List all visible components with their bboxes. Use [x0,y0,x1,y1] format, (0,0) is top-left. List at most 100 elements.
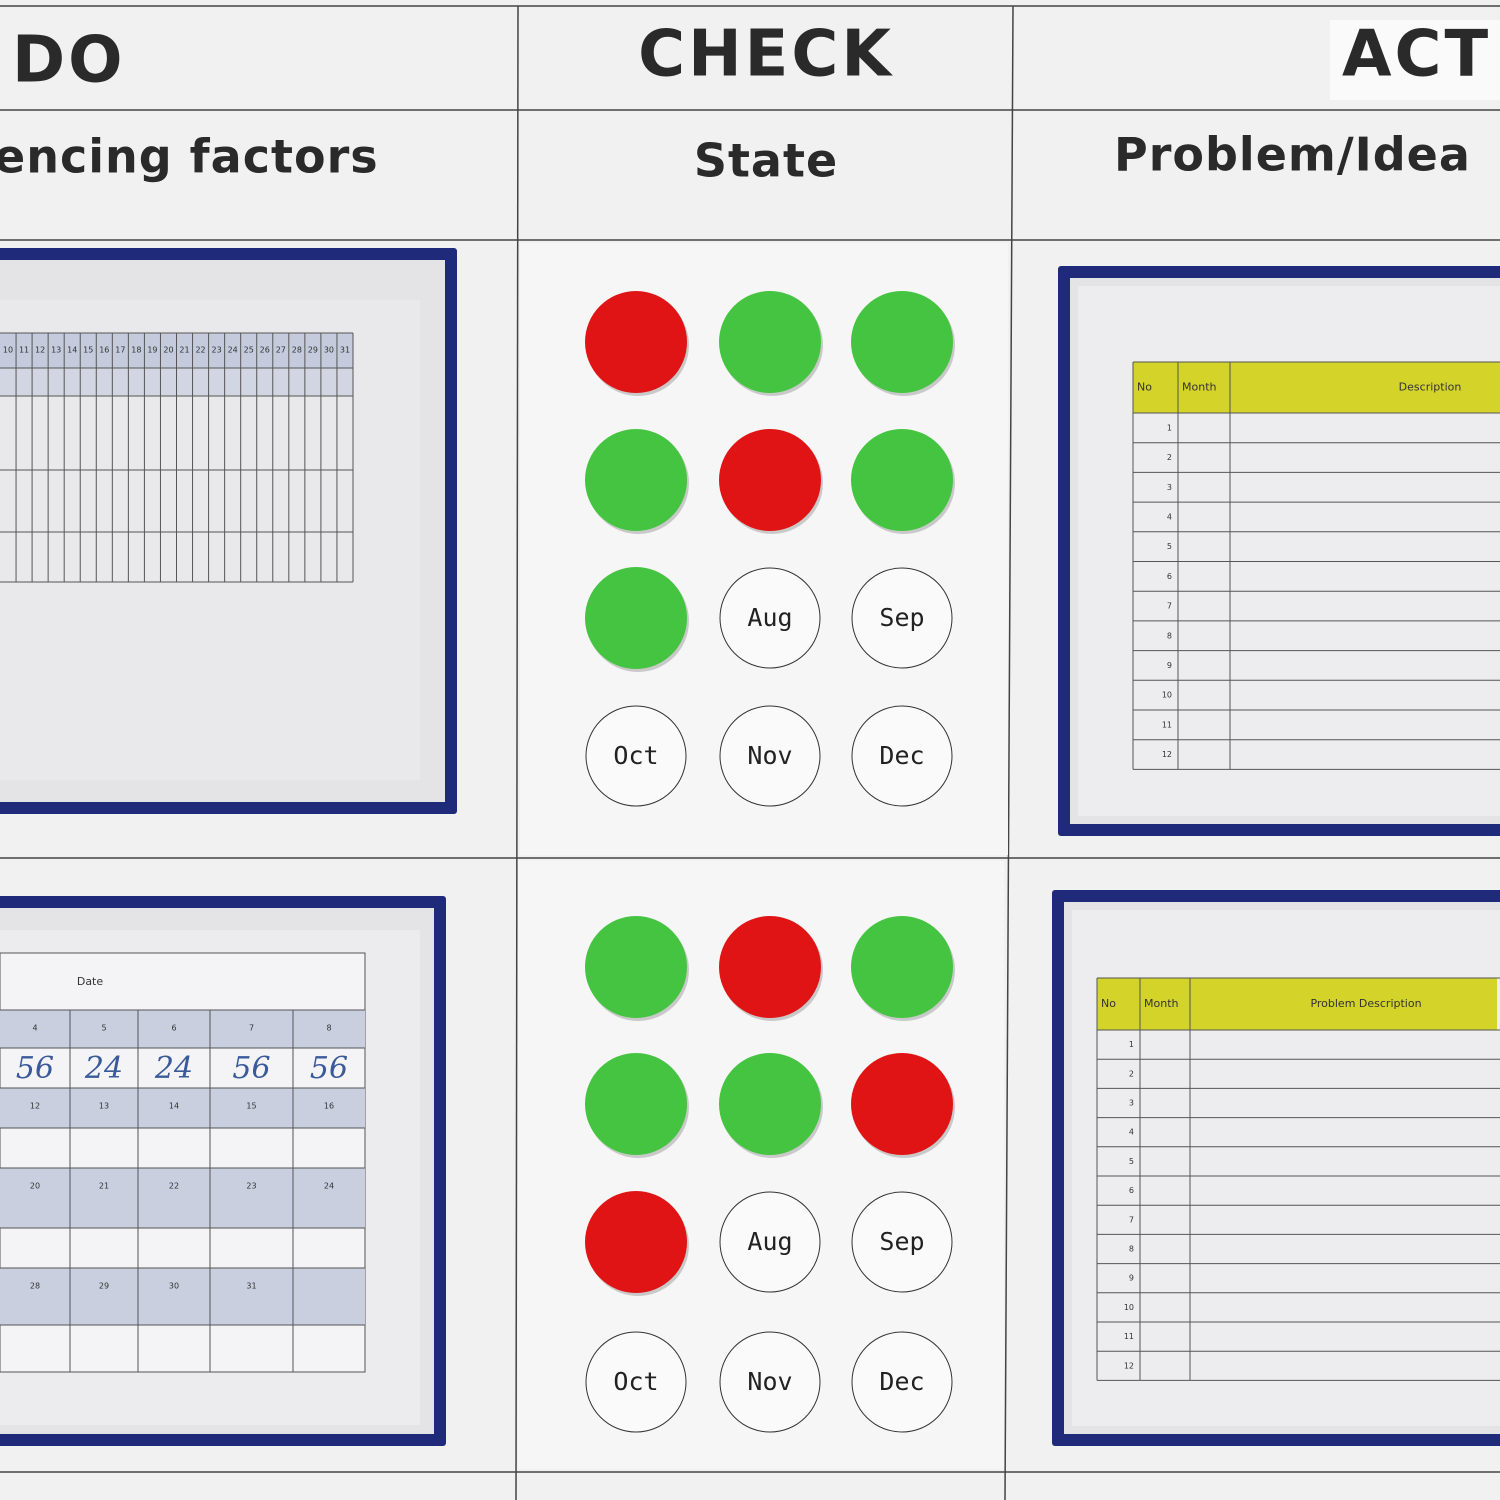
row-number: 4 [1129,1128,1134,1137]
status-magnet [585,429,687,531]
status-magnet [851,291,953,393]
date-number: 4 [32,1024,37,1033]
day-number: 22 [195,346,205,355]
row-number: 11 [1162,720,1172,729]
day-number: 24 [228,346,238,355]
status-magnet [585,1191,687,1293]
date-number: 13 [99,1102,109,1111]
date-number: 30 [169,1282,179,1291]
day-number: 19 [147,346,157,355]
row-number: 2 [1129,1069,1134,1078]
month-label: Aug [747,603,792,632]
day-number: 25 [244,346,254,355]
day-number: 30 [324,346,334,355]
status-magnet [851,1053,953,1155]
day-number: 31 [340,346,350,355]
rule [1004,5,1014,1500]
month-label: Nov [747,741,792,770]
month-slot [585,1331,687,1433]
handwritten-count: 56 [16,1051,54,1086]
status-magnet [585,567,687,669]
day-number: 11 [19,346,29,355]
header-title: ACT [1342,18,1491,92]
row-number: 1 [1129,1040,1134,1049]
date-number: 23 [246,1182,256,1191]
month-slot [851,567,953,669]
date-number: 20 [30,1182,40,1191]
row-number: 10 [1162,691,1172,700]
status-magnet [585,291,687,393]
status-magnet [851,429,953,531]
row-number: 5 [1167,542,1172,551]
date-number: 22 [169,1182,179,1191]
month-slot [719,705,821,807]
header-subtitle: encing factors [0,130,379,184]
row-number: 5 [1129,1157,1134,1166]
date-number: 31 [246,1282,256,1291]
day-number: 27 [276,346,286,355]
status-magnet [851,916,953,1018]
month-label: Aug [747,1227,792,1256]
row-number: 12 [1124,1361,1134,1370]
column-header: Month [1144,997,1179,1010]
status-magnet [719,916,821,1018]
date-number: 7 [249,1024,254,1033]
row-number: 9 [1129,1274,1134,1283]
day-number: 21 [179,346,189,355]
header-subtitle: Problem/Idea [1114,128,1471,182]
date-number: 15 [246,1102,256,1111]
date-number: 21 [99,1182,109,1191]
month-label: Sep [879,1227,924,1256]
column-header: No [1137,381,1152,394]
month-slot [585,705,687,807]
day-number: 14 [67,346,77,355]
day-number: 17 [115,346,125,355]
month-slot [851,1191,953,1293]
day-number: 29 [308,346,318,355]
row-number: 9 [1167,661,1172,670]
day-number: 23 [212,346,222,355]
date-number: 14 [169,1102,179,1111]
calendar-band [0,1168,365,1228]
date-number: 29 [99,1282,109,1291]
day-number: 18 [131,346,141,355]
table-header [1133,362,1500,413]
day-number: 16 [99,346,109,355]
row-number: 1 [1167,423,1172,432]
row-number: 12 [1162,750,1172,759]
month-label: Dec [879,1367,924,1396]
day-number: 12 [35,346,45,355]
column-header: No [1101,997,1116,1010]
month-slot [719,567,821,669]
day-number: 28 [292,346,302,355]
date-number: 12 [30,1102,40,1111]
month-slot [851,1331,953,1433]
board-lines [0,5,1500,1500]
status-magnet [719,1053,821,1155]
row-number: 4 [1167,512,1172,521]
handwritten-count: 56 [232,1051,270,1086]
row-number: 11 [1124,1332,1134,1341]
column-header: Problem Description [1310,997,1421,1010]
calendar-band [0,1010,365,1048]
column-header: Month [1182,381,1217,394]
status-magnet [585,1053,687,1155]
calendar-band [0,1088,365,1128]
date-number: 5 [101,1024,106,1033]
content: 10 11 12 13 14 15 16 17 18 19 20 21 22 23 24 25 26 27 28 29… [0,243,1500,1469]
status-magnet [585,916,687,1018]
row-number: 8 [1167,631,1172,640]
month-slot [719,1191,821,1293]
day-number: 13 [51,346,61,355]
date-number: 6 [171,1024,176,1033]
date-number: 16 [324,1102,334,1111]
day-number: 20 [163,346,173,355]
header-title: CHECK [638,18,894,92]
row-number: 7 [1129,1215,1134,1224]
row-number: 10 [1124,1303,1134,1312]
date-number: 24 [324,1182,334,1191]
row-number: 7 [1167,602,1172,611]
day-number: 15 [83,346,93,355]
status-magnet [719,291,821,393]
